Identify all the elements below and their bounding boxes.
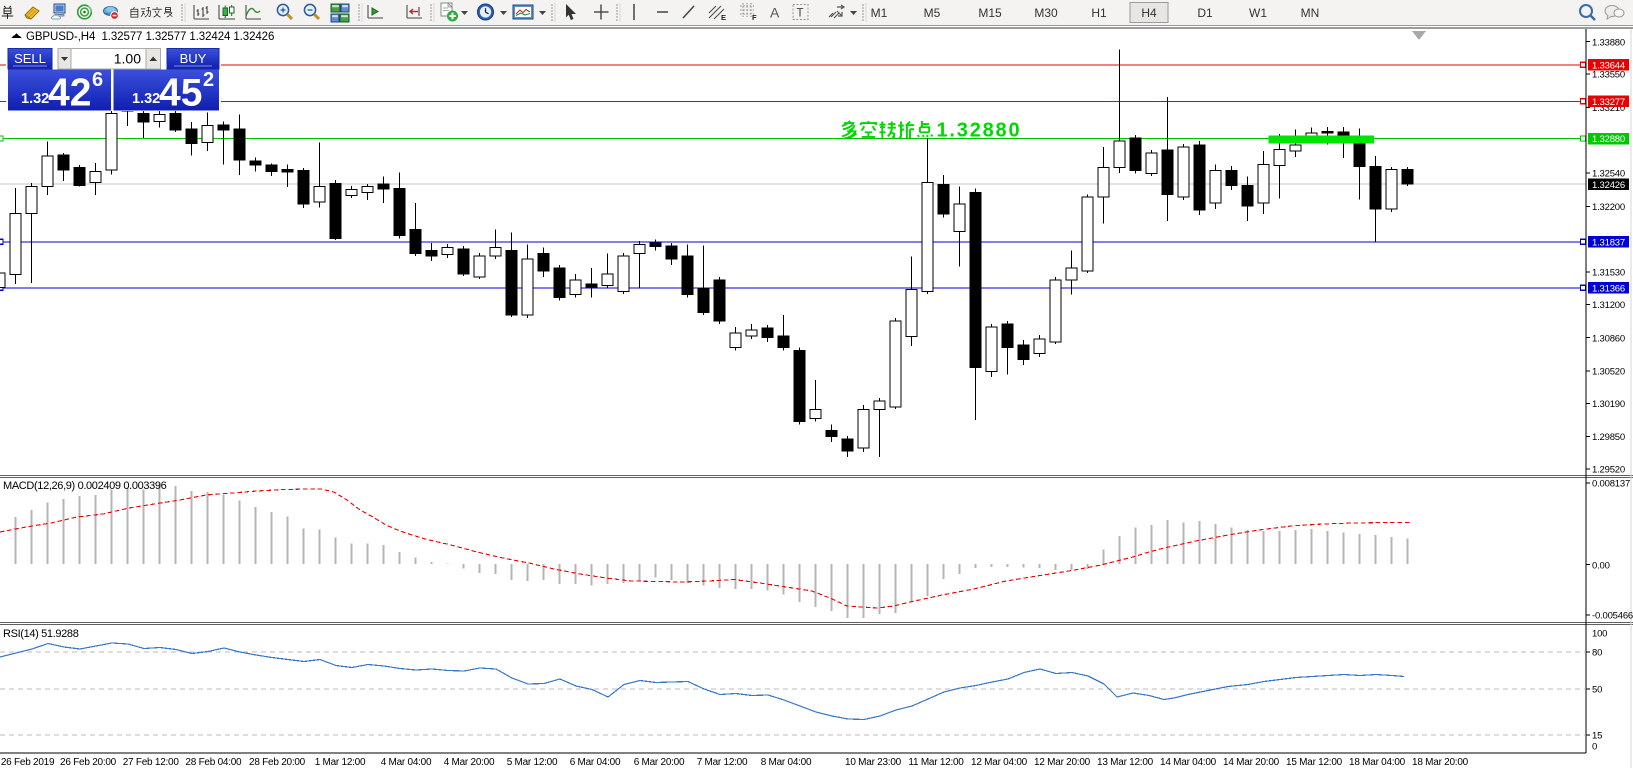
svg-text:50: 50 xyxy=(1592,685,1602,696)
svg-text:1.32880: 1.32880 xyxy=(937,120,1022,142)
svg-text:26 Feb 2019: 26 Feb 2019 xyxy=(1,757,55,768)
svg-text:1.32: 1.32 xyxy=(21,91,49,107)
svg-text:1.32426: 1.32426 xyxy=(1592,180,1625,191)
svg-text:1.33880: 1.33880 xyxy=(1592,37,1625,48)
svg-text:SELL: SELL xyxy=(14,51,46,66)
svg-text:1.33550: 1.33550 xyxy=(1592,70,1625,81)
svg-text:8 Mar 04:00: 8 Mar 04:00 xyxy=(761,757,812,768)
svg-text:12 Mar 04:00: 12 Mar 04:00 xyxy=(971,757,1028,768)
svg-text:1.32880: 1.32880 xyxy=(1592,134,1625,145)
svg-text:26 Feb 20:00: 26 Feb 20:00 xyxy=(60,757,117,768)
svg-text:28 Feb 04:00: 28 Feb 04:00 xyxy=(185,757,242,768)
svg-text:6 Mar 20:00: 6 Mar 20:00 xyxy=(634,757,685,768)
svg-text:45: 45 xyxy=(159,72,202,115)
svg-text:T: T xyxy=(797,8,804,20)
svg-text:H4: H4 xyxy=(1141,6,1157,20)
svg-text:1.32540: 1.32540 xyxy=(1592,169,1625,180)
svg-text:1.30190: 1.30190 xyxy=(1592,399,1625,410)
svg-text:6 Mar 04:00: 6 Mar 04:00 xyxy=(570,757,621,768)
svg-text:7 Mar 12:00: 7 Mar 12:00 xyxy=(697,757,748,768)
svg-text:D1: D1 xyxy=(1197,6,1213,20)
svg-text:1.31200: 1.31200 xyxy=(1592,300,1625,311)
svg-text:10 Mar 23:00: 10 Mar 23:00 xyxy=(845,757,902,768)
svg-text:1.30860: 1.30860 xyxy=(1592,333,1625,344)
svg-text:13 Mar 12:00: 13 Mar 12:00 xyxy=(1097,757,1154,768)
svg-text:H1: H1 xyxy=(1091,6,1107,20)
svg-text:27 Feb 12:00: 27 Feb 12:00 xyxy=(123,757,180,768)
svg-text:MACD(12,26,9) 0.002409 0.00339: MACD(12,26,9) 0.002409 0.003396 xyxy=(3,480,167,492)
svg-text:28 Feb 20:00: 28 Feb 20:00 xyxy=(249,757,306,768)
svg-text:11 Mar 12:00: 11 Mar 12:00 xyxy=(908,757,964,768)
svg-text:1.32: 1.32 xyxy=(132,91,160,107)
svg-text:1.00: 1.00 xyxy=(114,51,141,67)
svg-text:-0.005466: -0.005466 xyxy=(1592,611,1633,622)
svg-text:15 Mar 12:00: 15 Mar 12:00 xyxy=(1286,757,1343,768)
svg-text:1.33644: 1.33644 xyxy=(1592,60,1625,71)
svg-text:1.29520: 1.29520 xyxy=(1592,465,1625,476)
svg-text:1.30520: 1.30520 xyxy=(1592,367,1625,378)
svg-text:M1: M1 xyxy=(871,6,888,20)
svg-text:0: 0 xyxy=(1592,742,1597,753)
svg-text:18 Mar 20:00: 18 Mar 20:00 xyxy=(1412,757,1469,768)
svg-text:1.32200: 1.32200 xyxy=(1592,202,1625,213)
svg-text:M5: M5 xyxy=(924,6,941,20)
svg-text:GBPUSD-,H4 1.32577 1.32577 1.: GBPUSD-,H4 1.32577 1.32577 1.32424 1.324… xyxy=(26,31,274,43)
svg-text:80: 80 xyxy=(1592,648,1602,659)
svg-text:F: F xyxy=(752,13,757,22)
svg-text:14 Mar 20:00: 14 Mar 20:00 xyxy=(1223,757,1280,768)
svg-text:1.33277: 1.33277 xyxy=(1592,97,1625,108)
svg-text:M30: M30 xyxy=(1034,6,1058,20)
svg-text:4 Mar 04:00: 4 Mar 04:00 xyxy=(381,757,432,768)
svg-text:12 Mar 20:00: 12 Mar 20:00 xyxy=(1034,757,1091,768)
svg-text:14 Mar 04:00: 14 Mar 04:00 xyxy=(1160,757,1217,768)
svg-text:0.008137: 0.008137 xyxy=(1592,479,1630,490)
svg-text:5 Mar 12:00: 5 Mar 12:00 xyxy=(507,757,558,768)
svg-text:4 Mar 20:00: 4 Mar 20:00 xyxy=(444,757,495,768)
svg-text:0.00: 0.00 xyxy=(1592,560,1610,571)
svg-text:M15: M15 xyxy=(978,6,1002,20)
svg-text:15: 15 xyxy=(1592,731,1602,742)
svg-text:42: 42 xyxy=(48,72,91,115)
svg-text:6: 6 xyxy=(92,69,103,91)
svg-text:A: A xyxy=(770,5,780,21)
svg-text:100: 100 xyxy=(1592,629,1607,640)
svg-text:E: E xyxy=(721,13,726,22)
svg-text:1.33210: 1.33210 xyxy=(1592,103,1625,114)
svg-text:18 Mar 04:00: 18 Mar 04:00 xyxy=(1349,757,1406,768)
svg-text:BUY: BUY xyxy=(180,51,207,66)
svg-text:W1: W1 xyxy=(1249,6,1267,20)
svg-text:1.29850: 1.29850 xyxy=(1592,432,1625,443)
svg-text:1.31366: 1.31366 xyxy=(1592,283,1625,294)
svg-text:1.31530: 1.31530 xyxy=(1592,268,1625,279)
svg-text:1 Mar 12:00: 1 Mar 12:00 xyxy=(315,757,366,768)
svg-text:2: 2 xyxy=(203,69,214,91)
svg-text:1.31837: 1.31837 xyxy=(1592,237,1625,248)
svg-text:MN: MN xyxy=(1301,6,1320,20)
svg-text:RSI(14) 51.9288: RSI(14) 51.9288 xyxy=(3,628,79,640)
